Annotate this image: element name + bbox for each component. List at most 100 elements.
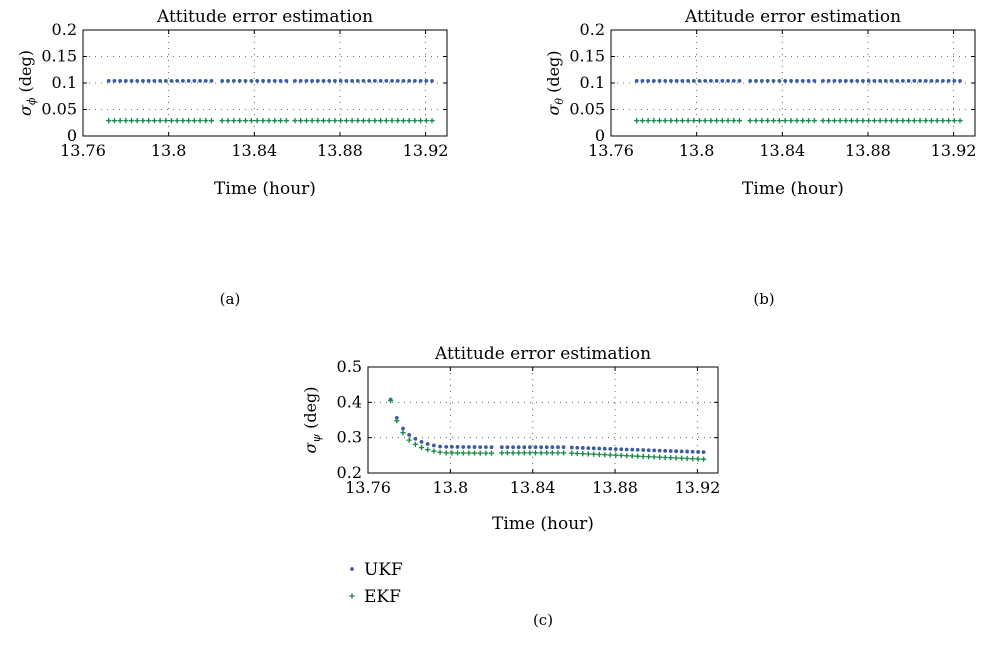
data-point bbox=[249, 78, 254, 83]
data-point bbox=[640, 453, 646, 460]
data-point bbox=[129, 78, 134, 83]
data-point bbox=[895, 78, 900, 83]
data-point bbox=[272, 78, 277, 83]
data-point bbox=[700, 456, 707, 462]
plot-frame bbox=[367, 366, 719, 474]
data-point bbox=[580, 446, 585, 450]
data-point bbox=[180, 118, 186, 124]
data-point bbox=[695, 456, 701, 462]
data-point bbox=[837, 118, 843, 124]
data-point bbox=[168, 118, 175, 124]
data-point bbox=[957, 118, 963, 124]
data-point bbox=[544, 445, 549, 450]
data-point bbox=[958, 78, 962, 83]
data-point bbox=[128, 118, 135, 124]
legend-label: UKF bbox=[364, 560, 403, 580]
data-point bbox=[591, 446, 596, 451]
data-point bbox=[747, 118, 753, 124]
data-point bbox=[656, 118, 663, 124]
y-axis-label-subscript: θ bbox=[553, 98, 566, 105]
y-tick-label: 0.2 bbox=[337, 463, 362, 482]
data-point bbox=[407, 78, 412, 83]
legend-marker bbox=[349, 593, 355, 599]
series-1 bbox=[388, 397, 707, 462]
data-point bbox=[952, 78, 957, 83]
x-tick-label: 13.88 bbox=[845, 141, 891, 160]
data-point bbox=[748, 78, 753, 83]
data-point bbox=[394, 415, 399, 420]
data-point bbox=[237, 78, 242, 83]
data-point bbox=[344, 78, 349, 83]
data-point bbox=[394, 418, 400, 424]
data-point bbox=[208, 118, 215, 124]
data-point bbox=[175, 78, 180, 83]
data-point bbox=[838, 78, 843, 83]
data-point bbox=[401, 426, 405, 431]
data-point bbox=[231, 118, 237, 124]
data-point bbox=[338, 78, 343, 83]
data-point bbox=[186, 118, 192, 124]
data-point bbox=[549, 450, 555, 456]
data-point bbox=[714, 118, 720, 124]
data-point bbox=[843, 78, 848, 83]
data-point bbox=[580, 451, 586, 457]
data-point bbox=[395, 78, 400, 83]
data-point bbox=[771, 78, 776, 83]
data-point bbox=[602, 446, 607, 451]
data-point bbox=[662, 454, 668, 461]
data-point bbox=[163, 118, 169, 124]
data-point bbox=[679, 455, 685, 461]
data-point bbox=[860, 118, 866, 124]
x-tick-label: 13.92 bbox=[675, 478, 721, 497]
data-point bbox=[668, 449, 673, 453]
data-point bbox=[855, 78, 860, 83]
data-point bbox=[811, 118, 818, 124]
data-point bbox=[624, 453, 630, 459]
data-point bbox=[134, 118, 140, 124]
data-point bbox=[243, 78, 248, 83]
data-point bbox=[338, 118, 344, 124]
data-point bbox=[298, 118, 304, 124]
data-point bbox=[383, 118, 389, 124]
data-point bbox=[663, 448, 668, 453]
data-point bbox=[714, 78, 719, 83]
legend: UKF EKF bbox=[349, 560, 403, 607]
data-point bbox=[499, 450, 505, 456]
data-point bbox=[634, 78, 639, 83]
data-point bbox=[945, 118, 952, 124]
data-point bbox=[697, 78, 702, 83]
data-point bbox=[489, 445, 494, 450]
data-point bbox=[770, 118, 777, 124]
y-axis-label: σθ (deg) bbox=[544, 50, 566, 115]
series-0 bbox=[634, 78, 962, 83]
x-tick-label: 13.76 bbox=[60, 141, 106, 160]
data-point bbox=[629, 453, 635, 459]
x-tick-label: 13.84 bbox=[510, 478, 556, 497]
data-point bbox=[533, 445, 538, 450]
data-point bbox=[181, 78, 185, 83]
data-point bbox=[854, 118, 860, 124]
data-point bbox=[619, 447, 624, 452]
data-point bbox=[646, 448, 651, 453]
data-point bbox=[373, 78, 377, 83]
data-point bbox=[591, 451, 597, 457]
data-point bbox=[575, 445, 580, 450]
data-point bbox=[940, 118, 946, 124]
chart-title: Attitude error estimation bbox=[684, 7, 901, 27]
data-point bbox=[254, 118, 260, 124]
data-point bbox=[349, 118, 355, 124]
data-point bbox=[794, 78, 799, 83]
data-point bbox=[657, 78, 662, 83]
data-point bbox=[690, 456, 696, 462]
data-point bbox=[934, 118, 940, 124]
data-point bbox=[736, 118, 743, 124]
data-point bbox=[686, 78, 690, 83]
data-point bbox=[726, 78, 730, 83]
chart-panel-b: 13.76 13.8 13.84 13.88 13.92 0 0.05 0.1 0.15 0.2 A… bbox=[544, 7, 976, 199]
data-point bbox=[366, 118, 372, 124]
data-point bbox=[367, 78, 372, 83]
data-point bbox=[674, 78, 679, 83]
data-point bbox=[106, 118, 112, 124]
data-point bbox=[260, 118, 266, 124]
data-point bbox=[191, 118, 197, 124]
